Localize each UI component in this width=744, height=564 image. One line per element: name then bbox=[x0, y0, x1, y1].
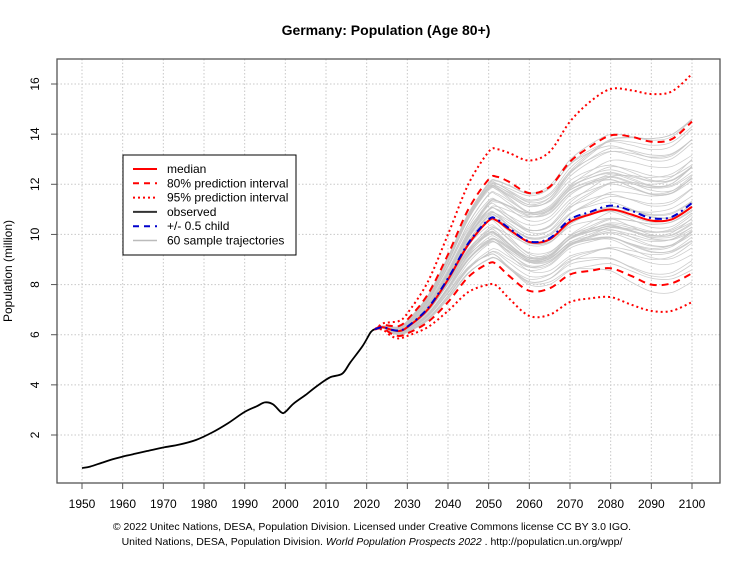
sample-trajectory-line bbox=[374, 231, 693, 335]
x-tick-label: 2080 bbox=[597, 497, 624, 511]
x-axis: 1950 1960 1970 1980 1990 2000 2010 2020 2030 2040… bbox=[69, 483, 706, 511]
series-line-pi80-lower bbox=[374, 261, 693, 338]
plot-frame bbox=[56, 58, 721, 484]
x-tick-label: 2000 bbox=[272, 497, 299, 511]
x-tick-label: 2090 bbox=[638, 497, 665, 511]
x-tick-label: 2040 bbox=[435, 497, 462, 511]
legend-label: median bbox=[167, 162, 206, 176]
sample-trajectory-line bbox=[374, 126, 693, 330]
series-line-median bbox=[374, 206, 693, 333]
x-tick-label: 2050 bbox=[475, 497, 502, 511]
x-tick-label: 1990 bbox=[231, 497, 258, 511]
x-tick-label: 2060 bbox=[516, 497, 543, 511]
legend-label: 95% prediction interval bbox=[167, 191, 288, 205]
x-tick-label: 1970 bbox=[150, 497, 177, 511]
series-line-pi80-upper bbox=[374, 120, 693, 331]
legend-label: observed bbox=[167, 205, 216, 219]
sample-trajectory-line bbox=[374, 240, 693, 334]
legend-label: 60 sample trajectories bbox=[167, 234, 284, 248]
grid bbox=[57, 59, 720, 483]
series-lines bbox=[81, 73, 693, 469]
sample-trajectory-line bbox=[374, 177, 693, 331]
y-tick-label: 16 bbox=[28, 77, 42, 91]
y-tick-label: 2 bbox=[28, 431, 42, 438]
chart-title: Germany: Population (Age 80+) bbox=[282, 22, 491, 38]
x-tick-label: 1950 bbox=[69, 497, 96, 511]
x-tick-label: 1960 bbox=[109, 497, 136, 511]
series-line-plus-minus-half-child bbox=[374, 202, 693, 332]
x-tick-label: 2020 bbox=[353, 497, 380, 511]
y-tick-label: 6 bbox=[28, 331, 42, 338]
footer-prefix: United Nations, DESA, Population Divisio… bbox=[121, 536, 326, 548]
y-tick-label: 4 bbox=[28, 381, 42, 388]
footer-suffix: . http://populaticn.un.org/wpp/ bbox=[481, 536, 623, 548]
y-axis-label: Population (million) bbox=[1, 220, 15, 322]
y-tick-label: 10 bbox=[28, 227, 42, 241]
sample-trajectory-line bbox=[374, 128, 693, 330]
x-tick-label: 2030 bbox=[394, 497, 421, 511]
y-axis: 2 4 6 8 10 12 14 16 bbox=[28, 77, 57, 438]
x-tick-label: 2100 bbox=[679, 497, 706, 511]
sample-trajectory-line bbox=[374, 257, 693, 336]
y-tick-label: 12 bbox=[28, 177, 42, 191]
footer-line-2: United Nations, DESA, Population Divisio… bbox=[0, 536, 744, 548]
legend-label: +/- 0.5 child bbox=[167, 219, 229, 233]
legend-box bbox=[122, 154, 297, 256]
sample-trajectories bbox=[374, 118, 693, 336]
series-line-observed bbox=[81, 328, 376, 469]
x-tick-label: 2070 bbox=[557, 497, 584, 511]
legend-label: 80% prediction interval bbox=[167, 176, 288, 190]
y-tick-label: 8 bbox=[28, 281, 42, 288]
sample-trajectory-line bbox=[374, 119, 693, 330]
x-tick-label: 1980 bbox=[191, 497, 218, 511]
sample-trajectory-line bbox=[374, 139, 693, 330]
sample-trajectory-line bbox=[374, 236, 693, 335]
footer-line-1: © 2022 Unitec Nations, DESA, Population … bbox=[112, 521, 632, 533]
sample-trajectory-line bbox=[374, 118, 693, 330]
sample-trajectory-line bbox=[374, 159, 693, 330]
sample-trajectory-line bbox=[374, 119, 693, 330]
y-tick-label: 14 bbox=[28, 127, 42, 141]
x-tick-label: 2010 bbox=[313, 497, 340, 511]
footer-italic-title: World Population Prospects 2022 bbox=[325, 536, 482, 548]
